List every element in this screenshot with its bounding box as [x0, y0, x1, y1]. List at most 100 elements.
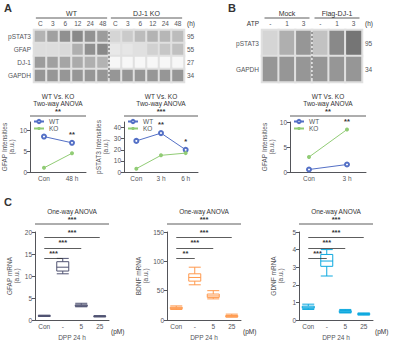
svg-text:***: ***	[322, 238, 331, 247]
svg-text:*: *	[184, 137, 187, 146]
svg-text:12: 12	[149, 20, 157, 27]
svg-text:6: 6	[63, 20, 67, 27]
svg-text:***: ***	[58, 238, 67, 247]
svg-text:0: 0	[283, 169, 287, 176]
svg-text:***: ***	[157, 107, 166, 116]
svg-text:0: 0	[117, 169, 121, 176]
svg-text:55: 55	[187, 46, 195, 53]
svg-text:12: 12	[74, 20, 82, 27]
svg-text:3: 3	[292, 264, 296, 271]
svg-text:0: 0	[292, 317, 296, 324]
svg-text:-: -	[269, 20, 271, 27]
svg-text:(a.u.): (a.u.)	[13, 268, 21, 283]
svg-text:-: -	[194, 323, 196, 330]
svg-text:95: 95	[187, 33, 195, 40]
svg-text:(a.u.): (a.u.)	[142, 268, 150, 283]
svg-text:(h): (h)	[365, 20, 373, 28]
svg-text:Mock: Mock	[279, 10, 296, 17]
svg-text:1: 1	[292, 299, 296, 306]
svg-text:5: 5	[79, 323, 83, 330]
svg-text:Con: Con	[302, 323, 314, 330]
svg-text:Flag-DJ-1: Flag-DJ-1	[322, 10, 353, 18]
svg-text:KO: KO	[143, 125, 152, 132]
svg-text:DJ-1: DJ-1	[17, 59, 31, 66]
svg-text:100: 100	[153, 258, 164, 265]
svg-text:WT: WT	[309, 118, 319, 125]
svg-text:***: ***	[200, 215, 209, 224]
svg-text:Con: Con	[130, 175, 142, 182]
svg-text:Two-way ANOVA: Two-way ANOVA	[136, 100, 186, 108]
svg-text:Two-way ANOVA: Two-way ANOVA	[33, 100, 83, 108]
svg-text:27: 27	[187, 59, 195, 66]
svg-text:DJ-1 KO: DJ-1 KO	[133, 10, 160, 17]
svg-text:(pM): (pM)	[375, 328, 388, 336]
svg-text:5: 5	[211, 323, 215, 330]
svg-text:GFAP Intensities: GFAP Intensities	[261, 122, 268, 171]
svg-text:10: 10	[25, 273, 33, 280]
svg-text:(h): (h)	[187, 20, 195, 28]
svg-text:**: **	[183, 249, 189, 258]
svg-text:5: 5	[343, 323, 347, 330]
svg-text:**: **	[325, 107, 331, 116]
svg-text:24: 24	[87, 20, 95, 27]
svg-text:(a.u.): (a.u.)	[277, 268, 285, 283]
svg-text:10: 10	[114, 157, 122, 164]
svg-text:KO: KO	[309, 125, 318, 132]
svg-text:A: A	[4, 2, 12, 14]
svg-text:WT: WT	[143, 118, 153, 125]
svg-text:1: 1	[285, 20, 289, 27]
svg-text:WT: WT	[66, 10, 78, 17]
svg-text:30: 30	[114, 135, 122, 142]
svg-text:WT Vs. KO: WT Vs. KO	[145, 93, 177, 100]
svg-text:B: B	[228, 2, 236, 14]
svg-text:3: 3	[352, 20, 356, 27]
svg-text:Con: Con	[38, 175, 50, 182]
svg-text:***: ***	[68, 215, 77, 224]
svg-text:GFAP mRNA: GFAP mRNA	[6, 256, 13, 295]
svg-text:2: 2	[292, 281, 296, 288]
svg-text:95: 95	[365, 40, 373, 47]
svg-text:25: 25	[360, 323, 368, 330]
svg-text:WT: WT	[49, 118, 59, 125]
svg-text:5: 5	[23, 148, 27, 155]
svg-text:**: **	[344, 117, 350, 126]
svg-text:**: **	[55, 107, 61, 116]
svg-text:6 h: 6 h	[181, 175, 190, 182]
svg-text:4: 4	[292, 246, 296, 253]
svg-text:0: 0	[28, 317, 32, 324]
svg-text:10: 10	[280, 119, 288, 126]
svg-text:***: ***	[332, 228, 341, 237]
svg-text:**: **	[69, 130, 75, 139]
svg-text:Con: Con	[170, 323, 182, 330]
svg-text:(pM): (pM)	[243, 328, 256, 336]
svg-text:pSTAT3: pSTAT3	[8, 33, 31, 41]
svg-text:3 h: 3 h	[342, 175, 351, 182]
svg-text:GDNF mRNA: GDNF mRNA	[270, 256, 277, 296]
svg-text:C: C	[4, 196, 12, 208]
svg-text:34: 34	[187, 72, 195, 79]
svg-text:***: ***	[68, 228, 77, 237]
svg-text:KO: KO	[49, 125, 58, 132]
svg-text:15: 15	[25, 251, 33, 258]
svg-text:10: 10	[20, 127, 28, 134]
svg-text:BDNF mRNA: BDNF mRNA	[135, 256, 142, 295]
svg-text:(pM): (pM)	[111, 328, 124, 336]
svg-text:(a.u.): (a.u.)	[8, 139, 16, 154]
svg-text:5: 5	[283, 144, 287, 151]
svg-text:48 h: 48 h	[66, 175, 79, 182]
svg-text:One-way ANOVA: One-way ANOVA	[179, 208, 229, 216]
svg-text:***: ***	[313, 249, 322, 258]
svg-text:Two-way ANOVA: Two-way ANOVA	[303, 100, 353, 108]
svg-text:-: -	[326, 323, 328, 330]
svg-text:pSTAT3: pSTAT3	[236, 40, 259, 48]
svg-text:34: 34	[365, 66, 373, 73]
svg-text:WT Vs. KO: WT Vs. KO	[312, 93, 344, 100]
svg-text:(a.u.): (a.u.)	[268, 139, 276, 154]
svg-text:25: 25	[228, 323, 236, 330]
svg-text:50: 50	[157, 287, 165, 294]
svg-text:WT Vs. KO: WT Vs. KO	[42, 93, 74, 100]
svg-text:DPP 24 h: DPP 24 h	[322, 334, 350, 341]
svg-text:0: 0	[23, 169, 27, 176]
svg-text:Con: Con	[38, 323, 50, 330]
svg-text:5: 5	[28, 295, 32, 302]
